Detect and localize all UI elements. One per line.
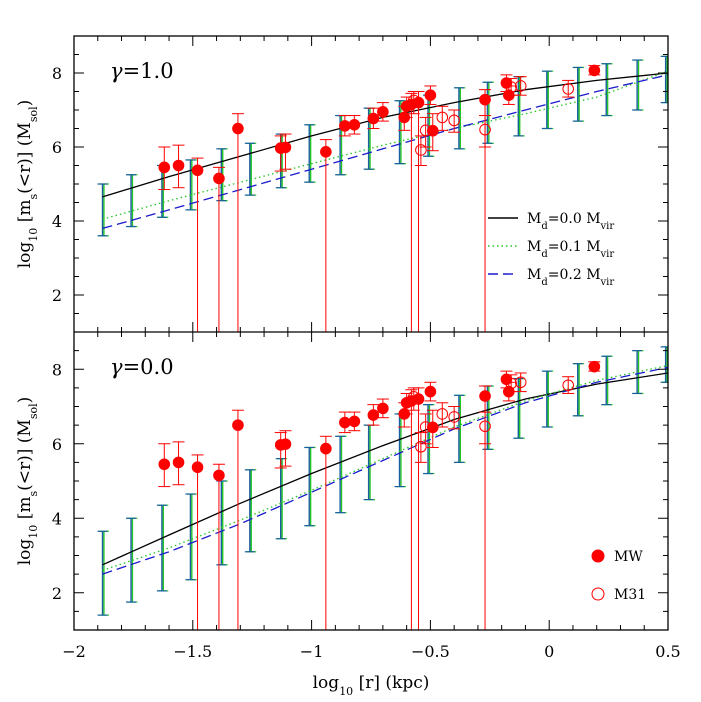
x-tick-label: 0.5 bbox=[655, 642, 680, 661]
y-axis-label: log10 [ms(<r)] (Msol) bbox=[15, 100, 40, 269]
model-curve-dashed bbox=[102, 366, 668, 575]
x-tick-label: −0.5 bbox=[411, 642, 450, 661]
m31-point bbox=[479, 420, 491, 433]
mw-point bbox=[232, 419, 244, 431]
y-tick-label: 4 bbox=[52, 212, 62, 231]
m31-point bbox=[514, 376, 527, 389]
x-axis-label: log10 [r] (kpc) bbox=[313, 673, 430, 698]
mw-point bbox=[158, 161, 171, 174]
point-legend: MW M31 bbox=[591, 549, 646, 603]
mw-point bbox=[172, 159, 185, 172]
y-tick-label: 2 bbox=[52, 286, 62, 305]
m31-point bbox=[505, 81, 517, 93]
y-tick-label: 6 bbox=[52, 138, 62, 157]
mw-point bbox=[348, 415, 361, 428]
mw-point bbox=[377, 402, 389, 415]
m31-point bbox=[436, 111, 449, 124]
axes-frame bbox=[73, 35, 669, 631]
model-curve-solid bbox=[102, 372, 668, 566]
mw-point bbox=[377, 106, 389, 118]
model-curve-dotted bbox=[102, 70, 668, 220]
mw-point bbox=[367, 112, 380, 125]
m31-point bbox=[436, 408, 449, 420]
x-tick-label: −2 bbox=[62, 642, 86, 661]
legend-label: Md=0.0 Mvir bbox=[527, 211, 614, 232]
x-axis: −2 −1.5 −1 −0.5 0 0.5 log10 [r] (kpc) bbox=[62, 642, 681, 698]
y-tick-label: 6 bbox=[52, 435, 62, 454]
panel-label: γ=0.0 bbox=[110, 355, 174, 379]
x-tick-label: 0 bbox=[544, 642, 554, 661]
y-tick-label: 8 bbox=[52, 360, 62, 379]
y-tick-label: 8 bbox=[52, 64, 62, 83]
mw-point bbox=[588, 360, 601, 373]
legend-m31-marker bbox=[591, 587, 605, 601]
m31-point bbox=[562, 83, 575, 95]
mw-point bbox=[191, 164, 204, 177]
y-tick-label: 4 bbox=[52, 509, 62, 528]
m31-point bbox=[514, 80, 527, 92]
m31-point bbox=[407, 94, 420, 107]
m31-point bbox=[419, 124, 432, 137]
top-panel: 2 4 6 8 log10 [ms(<r)] (Msol) γ=1.0 Md=0.0 Mvi… bbox=[15, 54, 668, 332]
m31-point bbox=[562, 379, 575, 392]
mw-point bbox=[232, 122, 244, 135]
mw-point bbox=[424, 385, 437, 398]
m31-point bbox=[448, 114, 460, 127]
legend-label: Md=0.1 Mvir bbox=[527, 239, 614, 260]
mw-point bbox=[158, 458, 171, 471]
panel-label: γ=1.0 bbox=[110, 59, 174, 83]
mw-point bbox=[213, 469, 225, 482]
mw-point bbox=[367, 409, 380, 421]
mw-point bbox=[320, 442, 332, 455]
mw-point bbox=[339, 416, 351, 429]
x-tick-label: −1 bbox=[300, 642, 324, 661]
mw-point bbox=[479, 93, 491, 106]
m31-point bbox=[505, 377, 517, 390]
mw-point bbox=[279, 438, 292, 450]
model-curve-dashed bbox=[102, 74, 668, 230]
legend-point-label: MW bbox=[614, 549, 643, 565]
model-legend: Md=0.0 Mvir Md=0.1 Mvir Md=0.2 Mvir bbox=[488, 211, 614, 288]
m31-point bbox=[415, 144, 427, 156]
m31-point bbox=[415, 440, 427, 453]
m31-point bbox=[479, 123, 491, 136]
mw-point bbox=[479, 390, 491, 402]
legend-label: Md=0.2 Mvir bbox=[527, 267, 614, 288]
mw-point bbox=[339, 120, 351, 132]
legend-point-label: M31 bbox=[614, 587, 646, 603]
mw-point bbox=[320, 146, 332, 158]
bottom-panel: 2 4 6 8 log10 [ms(<r)] (Msol) γ=0.0 MW M31 bbox=[15, 346, 668, 630]
mw-point bbox=[213, 172, 225, 185]
plot-area bbox=[97, 55, 668, 332]
mw-point bbox=[348, 119, 361, 131]
y-axis-label: log10 [ms(<r)] (Msol) bbox=[15, 397, 40, 566]
mw-point bbox=[279, 141, 292, 154]
m31-point bbox=[419, 421, 432, 433]
y-tick-label: 2 bbox=[52, 584, 62, 603]
mw-point bbox=[172, 456, 185, 469]
mw-point bbox=[191, 461, 204, 474]
plot-area bbox=[97, 346, 668, 630]
m31-point bbox=[407, 391, 420, 403]
mw-point bbox=[424, 89, 437, 101]
x-tick-label: −1.5 bbox=[173, 642, 212, 661]
model-curve-dotted bbox=[102, 364, 668, 572]
m31-point bbox=[448, 411, 460, 423]
mw-point bbox=[588, 64, 601, 77]
legend-mw-marker bbox=[591, 549, 605, 563]
model-curve-solid bbox=[102, 72, 668, 198]
